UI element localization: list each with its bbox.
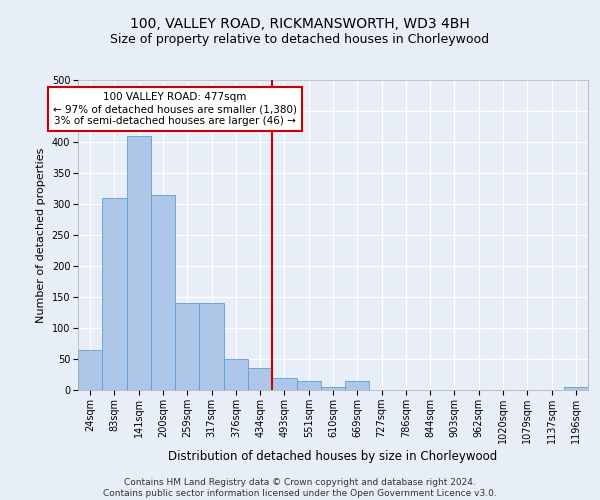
Y-axis label: Number of detached properties: Number of detached properties (36, 148, 46, 322)
Bar (151, 194, 175, 390)
Text: Size of property relative to detached houses in Chorleywood: Size of property relative to detached ho… (110, 32, 490, 46)
Text: Contains HM Land Registry data © Crown copyright and database right 2024.
Contai: Contains HM Land Registry data © Crown c… (103, 478, 497, 498)
Bar (321, 387, 345, 390)
Bar (345, 380, 370, 390)
Bar (296, 380, 321, 390)
Text: 100, VALLEY ROAD, RICKMANSWORTH, WD3 4BH: 100, VALLEY ROAD, RICKMANSWORTH, WD3 4BH (130, 18, 470, 32)
Bar (102, 198, 127, 390)
Bar (564, 387, 588, 390)
Bar (127, 136, 151, 390)
Text: 100 VALLEY ROAD: 477sqm
← 97% of detached houses are smaller (1,380)
3% of semi-: 100 VALLEY ROAD: 477sqm ← 97% of detache… (53, 92, 297, 126)
Bar (248, 368, 272, 390)
Bar (175, 303, 199, 390)
Bar (199, 303, 224, 390)
Bar (78, 350, 102, 390)
Bar (224, 359, 248, 390)
Bar (272, 378, 296, 390)
X-axis label: Distribution of detached houses by size in Chorleywood: Distribution of detached houses by size … (169, 450, 497, 463)
